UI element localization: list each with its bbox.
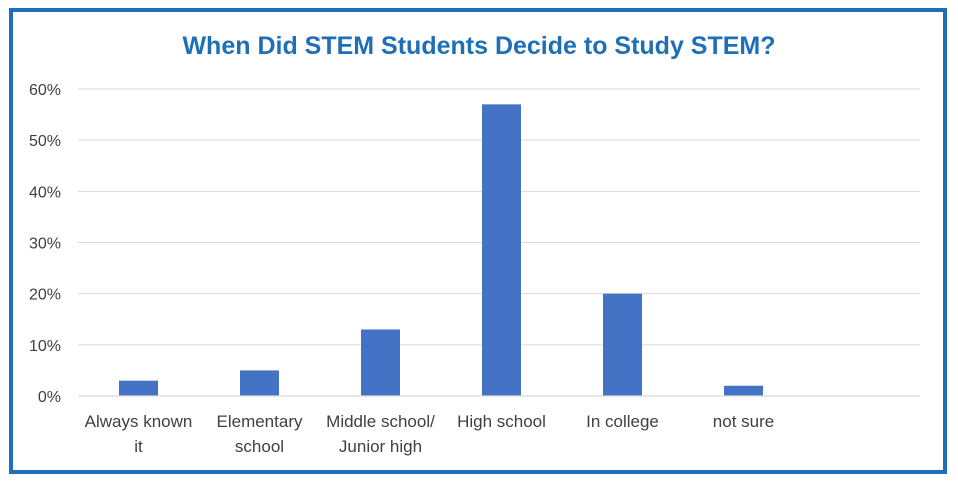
x-tick-label: Elementary — [217, 412, 303, 431]
y-tick-label: 0% — [38, 389, 61, 406]
bar — [119, 380, 158, 396]
y-axis-ticks: 0% 10% 20% 30% 40% 50% 60% — [29, 82, 61, 406]
x-tick-label: In college — [586, 412, 659, 431]
x-tick-label: it — [134, 437, 143, 456]
y-tick-label: 20% — [29, 287, 61, 304]
y-tick-label: 30% — [29, 236, 61, 253]
x-tick-label: Always known — [85, 412, 193, 431]
bar — [240, 370, 279, 396]
y-tick-label: 40% — [29, 184, 61, 201]
bar — [361, 329, 400, 396]
x-axis-labels: Always known it Elementary school Middle sch… — [85, 412, 775, 456]
x-tick-label: Junior high — [339, 437, 422, 456]
x-tick-label: Middle school/ — [326, 412, 435, 431]
x-tick-label: school — [235, 437, 284, 456]
x-tick-label: High school — [457, 412, 546, 431]
bars — [119, 104, 763, 396]
x-tick-label: not sure — [713, 412, 774, 431]
chart-title: When Did STEM Students Decide to Study S… — [182, 32, 775, 60]
y-tick-label: 50% — [29, 133, 61, 150]
bar — [724, 385, 763, 396]
bar — [482, 104, 521, 396]
bar — [603, 293, 642, 396]
y-tick-label: 10% — [29, 338, 61, 355]
y-tick-label: 60% — [29, 82, 61, 99]
